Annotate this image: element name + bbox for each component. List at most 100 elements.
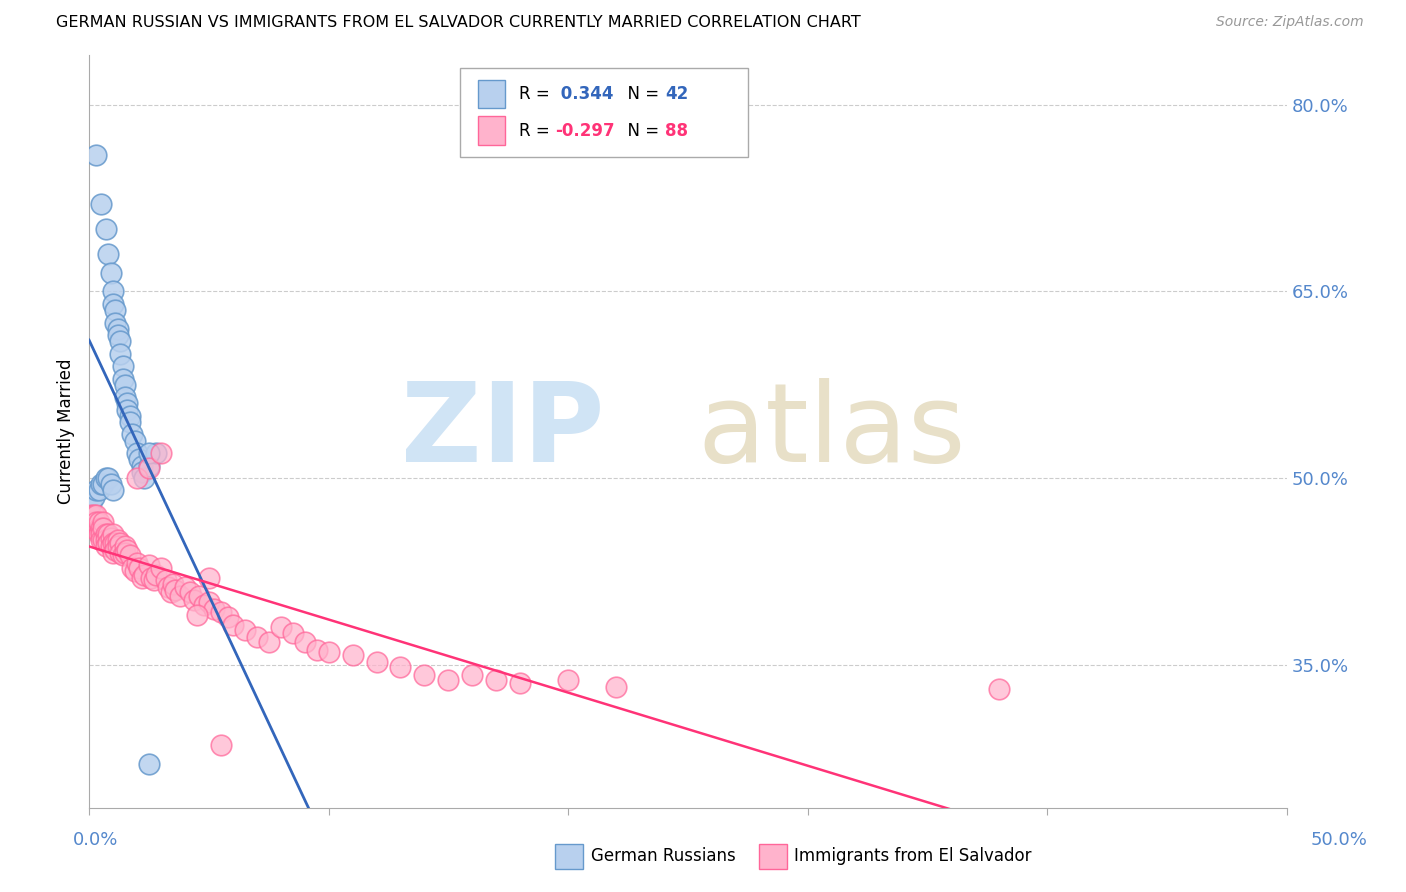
Point	[281, 626, 304, 640]
Text: 0.344: 0.344	[555, 86, 613, 103]
Point	[121, 560, 143, 574]
Point	[93, 521, 115, 535]
Text: ZIP: ZIP	[401, 378, 605, 485]
Point	[100, 531, 122, 545]
Text: N =: N =	[617, 122, 665, 140]
Point	[101, 527, 124, 541]
Point	[509, 676, 531, 690]
Point	[413, 667, 436, 681]
Point	[437, 673, 460, 687]
Point	[605, 680, 627, 694]
Point	[104, 543, 127, 558]
Point	[222, 617, 245, 632]
Point	[246, 630, 269, 644]
Point	[84, 483, 107, 498]
Point	[90, 533, 112, 548]
Point	[145, 568, 167, 582]
Point	[461, 667, 484, 681]
Point	[84, 515, 107, 529]
Point	[118, 548, 141, 562]
Point	[294, 635, 316, 649]
Point	[138, 461, 160, 475]
Point	[125, 471, 148, 485]
Point	[100, 477, 122, 491]
Point	[83, 521, 105, 535]
Point	[193, 598, 215, 612]
Point	[97, 247, 120, 261]
Point	[90, 197, 112, 211]
Point	[138, 558, 160, 573]
Point	[100, 540, 122, 554]
Point	[84, 508, 107, 523]
FancyBboxPatch shape	[478, 79, 505, 108]
Point	[366, 655, 388, 669]
Point	[159, 585, 181, 599]
Point	[93, 533, 115, 548]
Text: atlas: atlas	[697, 378, 966, 485]
Text: 88: 88	[665, 122, 688, 140]
Point	[217, 610, 239, 624]
Point	[138, 446, 160, 460]
Point	[114, 377, 136, 392]
Point	[485, 673, 508, 687]
Point	[142, 573, 165, 587]
Point	[131, 465, 153, 479]
Point	[94, 222, 117, 236]
Point	[124, 564, 146, 578]
Text: 0.0%: 0.0%	[73, 831, 118, 849]
Point	[107, 533, 129, 548]
Point	[101, 297, 124, 311]
Point	[198, 595, 221, 609]
Point	[93, 477, 115, 491]
Point	[83, 490, 105, 504]
Text: N =: N =	[617, 86, 665, 103]
Point	[183, 593, 205, 607]
Point	[114, 540, 136, 554]
Point	[87, 521, 110, 535]
Point	[125, 556, 148, 570]
Point	[318, 645, 340, 659]
Point	[94, 527, 117, 541]
Point	[389, 660, 412, 674]
Point	[111, 359, 134, 373]
Point	[557, 673, 579, 687]
Point	[108, 535, 131, 549]
Point	[80, 508, 103, 523]
Point	[174, 581, 197, 595]
Point	[118, 415, 141, 429]
Point	[118, 409, 141, 423]
Point	[233, 623, 256, 637]
Point	[90, 477, 112, 491]
Point	[97, 527, 120, 541]
Point	[107, 328, 129, 343]
Point	[94, 540, 117, 554]
Point	[125, 446, 148, 460]
Text: R =: R =	[519, 122, 555, 140]
Point	[155, 573, 177, 587]
Point	[101, 483, 124, 498]
Point	[101, 285, 124, 299]
Point	[186, 607, 208, 622]
Point	[114, 546, 136, 560]
Point	[117, 543, 139, 558]
Point	[138, 458, 160, 473]
Point	[162, 576, 184, 591]
Point	[100, 266, 122, 280]
Point	[104, 303, 127, 318]
Point	[97, 471, 120, 485]
Text: 50.0%: 50.0%	[1310, 831, 1367, 849]
Point	[94, 471, 117, 485]
Point	[188, 589, 211, 603]
Point	[83, 508, 105, 523]
Point	[108, 346, 131, 360]
Text: GERMAN RUSSIAN VS IMMIGRANTS FROM EL SALVADOR CURRENTLY MARRIED CORRELATION CHAR: GERMAN RUSSIAN VS IMMIGRANTS FROM EL SAL…	[56, 15, 860, 29]
Point	[80, 515, 103, 529]
Point	[128, 560, 150, 574]
Point	[104, 535, 127, 549]
Point	[988, 682, 1011, 697]
Point	[114, 390, 136, 404]
Point	[134, 568, 156, 582]
Point	[141, 570, 163, 584]
Point	[124, 434, 146, 448]
Point	[145, 446, 167, 460]
